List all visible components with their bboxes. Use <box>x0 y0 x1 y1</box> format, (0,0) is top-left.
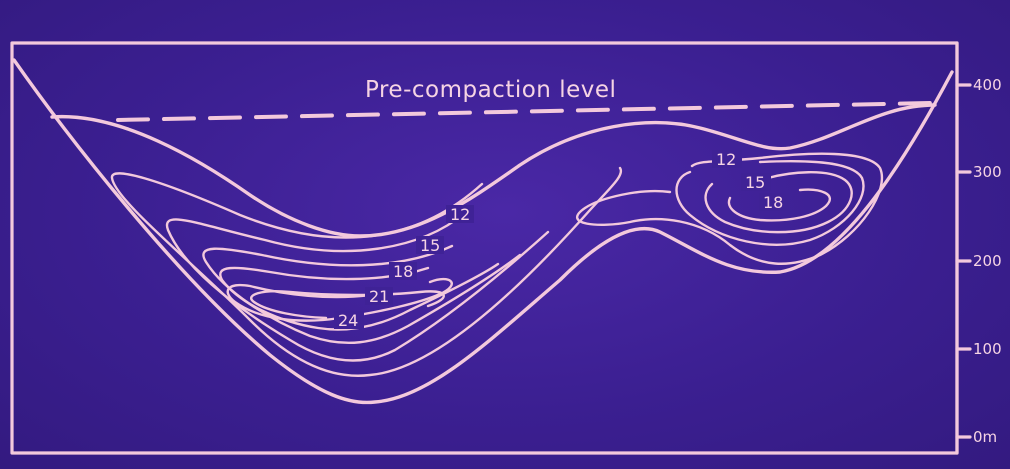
left-contour-labels: 12 15 18 21 24 <box>334 205 474 330</box>
contour-label-15-left: 15 <box>420 236 440 255</box>
tick-label-300: 300 <box>973 163 1002 181</box>
contour-label-18-left: 18 <box>393 262 413 281</box>
contour-outer-right <box>576 152 884 265</box>
contour-18-left <box>219 262 500 331</box>
contour-12-right <box>675 159 865 246</box>
depth-axis: 400 300 200 100 0m <box>955 41 1002 455</box>
left-contours <box>110 166 623 377</box>
contour-label-12-left: 12 <box>450 205 470 224</box>
tick-label-0: 0m <box>973 428 997 446</box>
label-bg-24-left <box>334 311 364 329</box>
label-bg-15-right <box>741 173 771 191</box>
right-contours <box>576 152 884 265</box>
contour-label-15-right: 15 <box>745 173 765 192</box>
contour-label-24-left: 24 <box>338 311 358 330</box>
tick-label-200: 200 <box>973 252 1002 270</box>
right-contour-labels: 12 15 18 <box>712 150 789 212</box>
contour-label-21-left: 21 <box>369 287 389 306</box>
contour-18-right <box>727 188 831 222</box>
label-bg-21-left <box>365 287 393 305</box>
contour-label-18-right: 18 <box>763 193 783 212</box>
diagram-title: Pre-compaction level <box>365 77 616 103</box>
basin-lower-boundary <box>12 58 954 405</box>
contour-24-left <box>250 290 445 320</box>
label-bg-18-left <box>389 262 417 280</box>
label-bg-12-left <box>446 205 474 223</box>
label-bg-15-left <box>416 236 444 254</box>
contour-15-right <box>704 171 853 234</box>
tick-label-100: 100 <box>973 340 1002 358</box>
contour-outer-left <box>110 166 623 377</box>
tick-label-400: 400 <box>973 76 1002 94</box>
current-surface <box>50 103 937 238</box>
contour-12-left <box>165 211 550 362</box>
label-bg-18-right <box>759 193 789 211</box>
contour-label-12-right: 12 <box>716 150 736 169</box>
label-bg-12-right <box>712 150 742 168</box>
pre-compaction-level-line <box>116 101 932 122</box>
